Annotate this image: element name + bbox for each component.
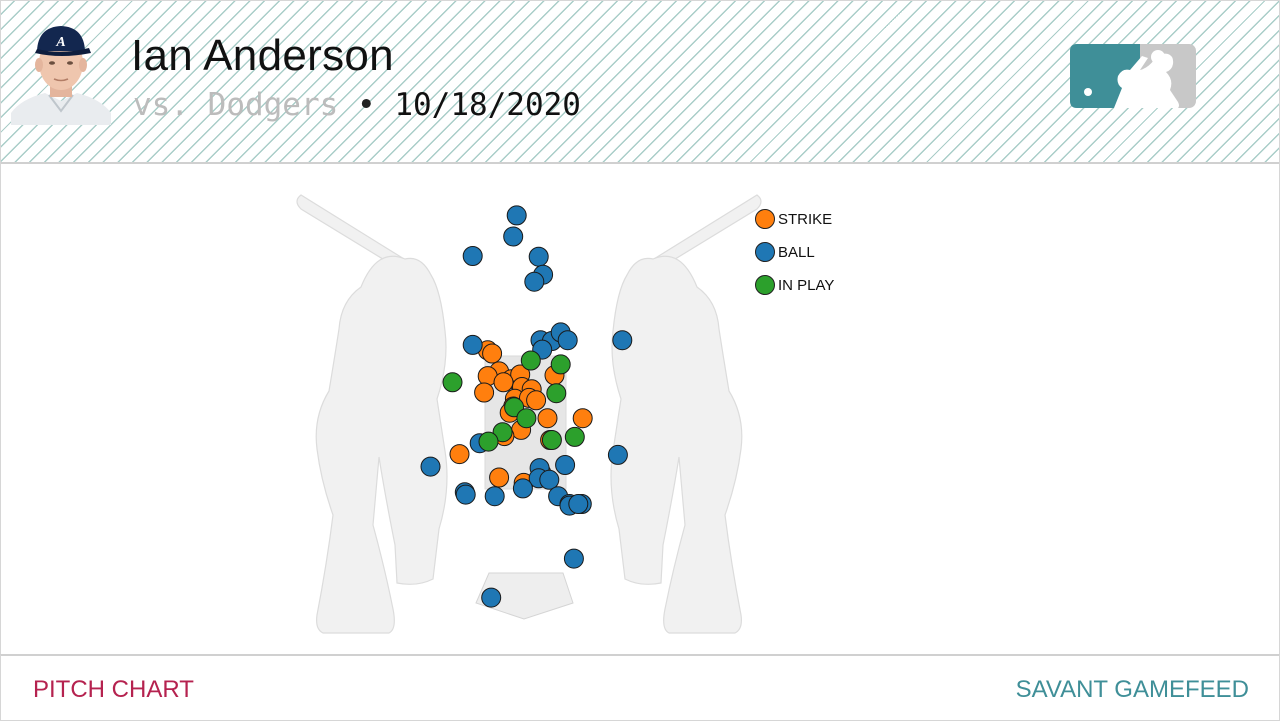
ball-pitch-point: [462, 246, 483, 266]
home-plate: [475, 572, 574, 620]
strike-pitch-point: [493, 372, 514, 393]
legend-ball-marker: [755, 242, 775, 262]
in-play-pitch-point: [478, 431, 499, 452]
in-play-pitch-point: [546, 383, 567, 404]
legend-inplay-label: IN PLAY: [778, 277, 834, 294]
strike-pitch-point: [482, 343, 503, 364]
in-play-pitch-point: [492, 422, 513, 443]
separator-dot: •: [356, 87, 376, 123]
legend: STRIKE BALL IN PLAY: [755, 209, 834, 295]
ball-pitch-point: [462, 334, 483, 355]
svg-text:A: A: [55, 35, 65, 50]
right-batter-silhouette: [610, 194, 762, 634]
pitch-chart-label: PITCH CHART: [33, 676, 194, 703]
ball-pitch-point: [481, 587, 502, 608]
strike-pitch-point: [526, 390, 547, 411]
ball-pitch-point: [512, 478, 533, 499]
ball-pitch-point: [607, 444, 628, 465]
game-info: vs. Dodgers • 10/18/2020: [133, 87, 581, 123]
in-play-pitch-point: [550, 354, 571, 375]
game-date: 10/18/2020: [394, 87, 581, 123]
footer-bar: PITCH CHART SAVANT GAMEFEED: [0, 654, 1280, 721]
ball-pitch-point: [539, 469, 560, 490]
left-batter-silhouette: [296, 194, 448, 634]
pitch-points: [420, 205, 633, 608]
avatar: A: [11, 15, 111, 125]
ball-pitch-point: [524, 271, 545, 292]
legend-ball-label: BALL: [778, 244, 815, 261]
ball-pitch-point: [568, 494, 589, 514]
in-play-pitch-point: [541, 430, 562, 450]
pitcher-name: Ian Anderson: [131, 31, 394, 80]
in-play-pitch-point: [442, 372, 463, 393]
pitch-chart-svg: STRIKE BALL IN PLAY: [296, 194, 834, 634]
strike-pitch-point: [449, 444, 470, 465]
ball-pitch-point: [484, 486, 505, 507]
ball-pitch-point: [555, 455, 576, 475]
strike-pitch-point: [474, 382, 495, 403]
ball-pitch-point: [420, 456, 441, 477]
ball-pitch-point: [612, 330, 633, 351]
legend-strike-label: STRIKE: [778, 211, 832, 228]
ball-pitch-point: [506, 205, 527, 226]
ball-pitch-point: [503, 226, 524, 247]
header-banner: A Ian Anderson vs. Dodgers • 10/18/2020: [0, 0, 1280, 164]
strike-pitch-point: [537, 408, 558, 429]
ball-pitch-point: [528, 246, 549, 267]
ball-pitch-point: [563, 548, 584, 569]
legend-inplay-marker: [755, 275, 775, 295]
strike-pitch-point: [572, 408, 593, 429]
pitch-chart-area: STRIKE BALL IN PLAY: [0, 163, 1280, 654]
legend-strike-marker: [755, 209, 775, 229]
in-play-pitch-point: [564, 426, 585, 447]
in-play-pitch-point: [520, 350, 541, 371]
strike-pitch-point: [489, 467, 510, 488]
savant-gamefeed-label: SAVANT GAMEFEED: [1015, 676, 1249, 703]
in-play-pitch-point: [516, 408, 537, 429]
ball-pitch-point: [455, 484, 476, 505]
mlb-logo-icon: [1070, 44, 1196, 108]
opponent-label: vs. Dodgers: [133, 87, 339, 123]
ball-pitch-point: [557, 330, 578, 351]
